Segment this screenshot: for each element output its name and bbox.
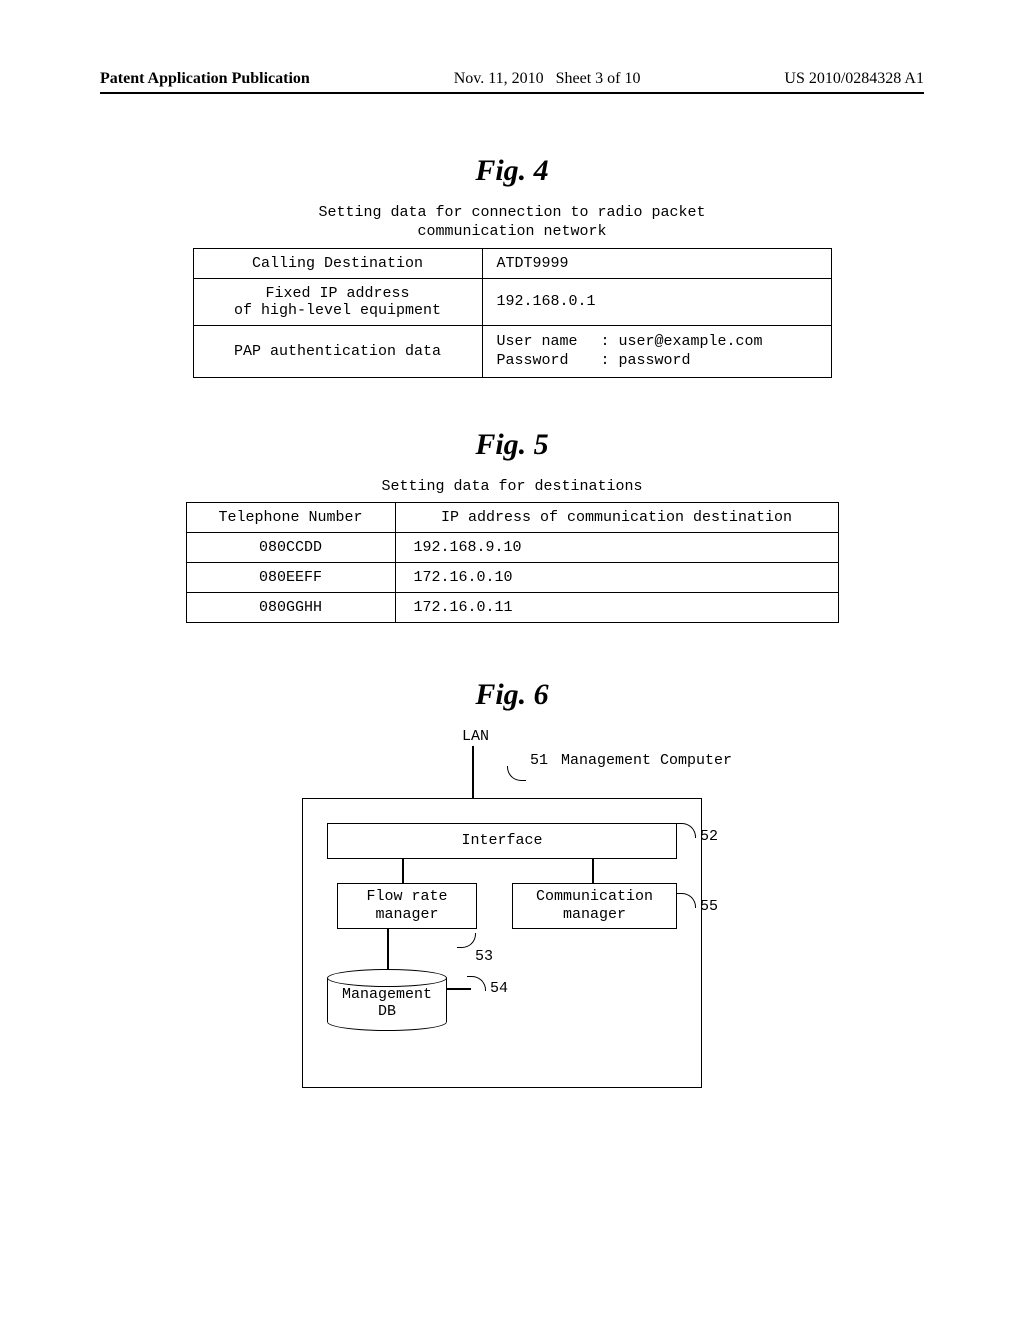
- num-53: 53: [475, 948, 493, 965]
- num-55: 55: [700, 898, 718, 915]
- header-date: Nov. 11, 2010 Sheet 3 of 10: [454, 70, 641, 88]
- lan-line: [472, 746, 474, 798]
- header-left: Patent Application Publication: [100, 70, 310, 88]
- db-l1: Management: [342, 986, 432, 1003]
- lan-label: LAN: [462, 728, 489, 745]
- fig5-h1: Telephone Number: [186, 503, 395, 533]
- fig6-title: Fig. 6: [100, 678, 924, 712]
- table-row: 080CCDD 192.168.9.10: [186, 533, 838, 563]
- mc-label-text: Management Computer: [561, 752, 732, 769]
- flow-box: Flow rate manager: [337, 883, 477, 929]
- fig4-r1-val: ATDT9999: [482, 248, 831, 278]
- num-52: 52: [700, 828, 718, 845]
- leader-51: [507, 766, 526, 781]
- fig4-r2-val: 192.168.0.1: [482, 278, 831, 325]
- fig5-caption: Setting data for destinations: [100, 478, 924, 497]
- fig4-r3-key: PAP authentication data: [193, 325, 482, 377]
- fig5-r0-c1: 080CCDD: [186, 533, 395, 563]
- header-pubno: US 2010/0284328 A1: [784, 70, 924, 88]
- fig6-diagram: LAN 51 Management Computer Interface 52 …: [272, 728, 752, 1098]
- interface-box: Interface: [327, 823, 677, 859]
- num-54: 54: [490, 980, 508, 997]
- fig5-r0-c2: 192.168.9.10: [395, 533, 838, 563]
- fig4-table: Calling Destination ATDT9999 Fixed IP ad…: [193, 248, 832, 378]
- flow-l2: manager: [375, 906, 438, 923]
- table-row: Fixed IP address of high-level equipment…: [193, 278, 831, 325]
- pap-pass-val: : password: [601, 352, 691, 369]
- table-row: PAP authentication data User name : user…: [193, 325, 831, 377]
- interface-text: Interface: [461, 832, 542, 850]
- pap-user-val: : user@example.com: [601, 333, 763, 350]
- fig4-r2-k2: of high-level equipment: [234, 302, 441, 319]
- fig4-r2-key: Fixed IP address of high-level equipment: [193, 278, 482, 325]
- fig4-caption-l1: Setting data for connection to radio pac…: [318, 204, 705, 221]
- fig5-r1-c1: 080EEFF: [186, 563, 395, 593]
- flow-l1: Flow rate: [366, 888, 447, 905]
- comm-box: Communication manager: [512, 883, 677, 929]
- table-row: Telephone Number IP address of communica…: [186, 503, 838, 533]
- header-sheet: Sheet 3 of 10: [556, 70, 641, 87]
- fig4-r1-key: Calling Destination: [193, 248, 482, 278]
- fig5-h2: IP address of communication destination: [395, 503, 838, 533]
- comm-l1: Communication: [536, 888, 653, 905]
- mc-num: 51 Management Computer: [530, 752, 732, 769]
- fig5-r1-c2: 172.16.0.10: [395, 563, 838, 593]
- fig5-r2-c1: 080GGHH: [186, 593, 395, 623]
- fig4-caption: Setting data for connection to radio pac…: [100, 204, 924, 242]
- pap-pass-label: Password: [497, 351, 592, 371]
- page-header: Patent Application Publication Nov. 11, …: [100, 70, 924, 88]
- fig5-title: Fig. 5: [100, 428, 924, 462]
- fig5-table: Telephone Number IP address of communica…: [186, 502, 839, 623]
- comm-l2: manager: [563, 906, 626, 923]
- fig4-title: Fig. 4: [100, 154, 924, 188]
- fig4-r3-val: User name : user@example.com Password : …: [482, 325, 831, 377]
- conn-line-3: [387, 929, 389, 969]
- table-row: 080EEFF 172.16.0.10: [186, 563, 838, 593]
- header-rule: [100, 92, 924, 94]
- table-row: 080GGHH 172.16.0.11: [186, 593, 838, 623]
- mc-num-text: 51: [530, 752, 548, 769]
- conn-line-1: [402, 859, 404, 883]
- db-cylinder: Management DB: [327, 969, 447, 1031]
- header-date-text: Nov. 11, 2010: [454, 70, 544, 87]
- pap-user-label: User name: [497, 332, 592, 352]
- fig5-r2-c2: 172.16.0.11: [395, 593, 838, 623]
- fig4-caption-l2: communication network: [417, 223, 606, 240]
- fig4-r2-k1: Fixed IP address: [265, 285, 409, 302]
- table-row: Calling Destination ATDT9999: [193, 248, 831, 278]
- db-l2: DB: [378, 1003, 396, 1020]
- conn-line-2: [592, 859, 594, 883]
